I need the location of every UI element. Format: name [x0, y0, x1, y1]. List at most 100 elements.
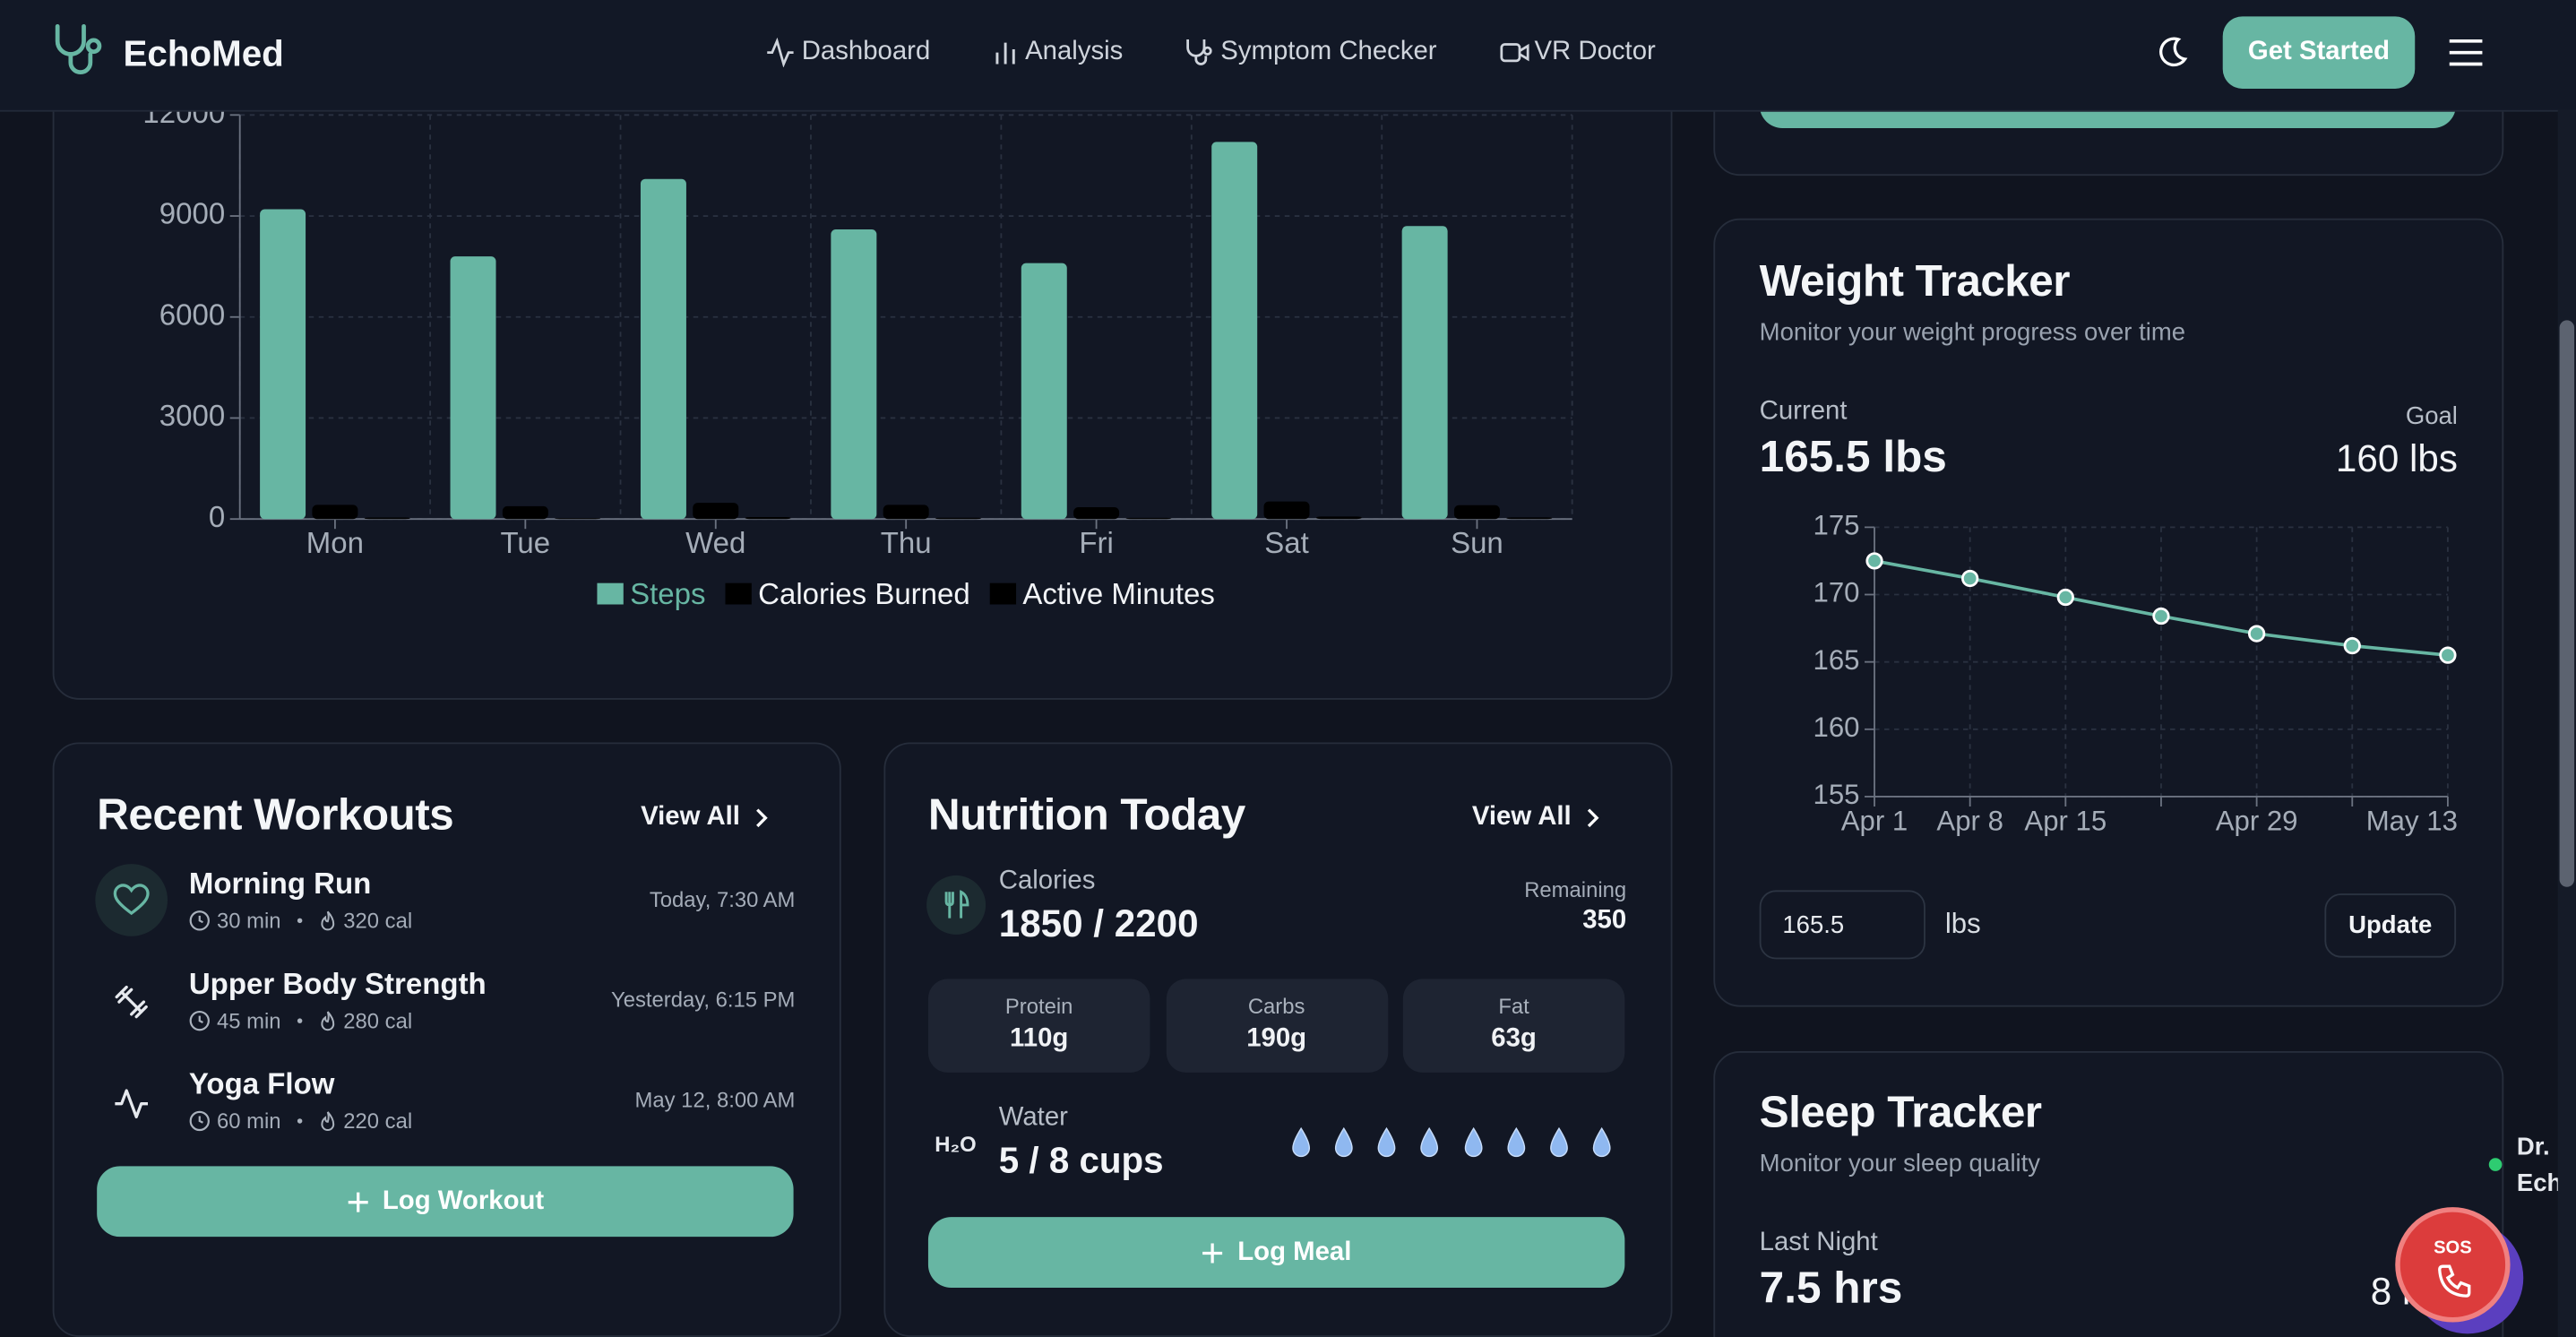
nav-vr-doctor[interactable]: VR Doctor — [1534, 38, 1656, 66]
menu-icon[interactable] — [2448, 36, 2484, 69]
separator-dot — [297, 1118, 303, 1124]
x-tick-label: May 13 — [2366, 806, 2458, 837]
legend-swatch — [597, 582, 624, 605]
assistant-name-2[interactable]: Ech — [2516, 1169, 2558, 1198]
bar — [831, 229, 877, 520]
dumbbell-icon — [115, 985, 148, 1019]
nav-dashboard[interactable]: Dashboard — [801, 38, 931, 66]
bar — [450, 256, 496, 520]
workout-calories: 280 cal — [343, 1008, 413, 1033]
sos-button[interactable]: SOS — [2395, 1207, 2511, 1323]
macro-value: 63g — [1491, 1024, 1537, 1053]
workout-time: May 12, 8:00 AM — [634, 1087, 796, 1112]
workout-name: Upper Body Strength — [188, 967, 487, 1001]
weight-point — [1961, 569, 1979, 588]
x-tick-label: Apr 15 — [2024, 806, 2106, 837]
workout-calories: 320 cal — [343, 908, 413, 934]
weight-input[interactable]: 165.5 — [1759, 890, 1926, 960]
log-meal-text: Log Meal — [1237, 1238, 1352, 1266]
macro-label: Carbs — [1247, 993, 1305, 1019]
update-button[interactable]: Update — [2324, 893, 2457, 958]
last-night-value: 7.5 hrs — [1759, 1263, 1903, 1313]
macro-value: 110g — [1010, 1024, 1069, 1053]
x-tick-label: Thu — [881, 526, 932, 559]
x-tick-label: Wed — [685, 526, 745, 559]
y-tick-label: 0 — [209, 500, 225, 533]
workout-duration: 45 min — [217, 1008, 281, 1033]
workout-meta: 60 min 220 cal — [189, 1108, 413, 1134]
log-workout-button[interactable]: Log Workout — [97, 1166, 794, 1238]
assistant-name-1[interactable]: Dr. — [2516, 1133, 2550, 1161]
macro-label: Protein — [1004, 993, 1073, 1019]
scrollbar-thumb[interactable] — [2559, 320, 2575, 887]
stethoscope-icon — [1186, 39, 1212, 65]
bar — [1453, 505, 1500, 520]
macro-box: Fat 63g — [1402, 979, 1625, 1073]
nav-symptom-checker[interactable]: Symptom Checker — [1220, 38, 1437, 66]
nutrition-view-all[interactable]: View All — [1472, 803, 1601, 832]
bar — [1401, 226, 1448, 520]
bar — [745, 516, 791, 520]
bar — [260, 209, 306, 520]
brand[interactable]: EchoMed — [123, 32, 284, 74]
water-icon: H₂O — [935, 1131, 977, 1157]
clock-icon — [189, 1010, 210, 1031]
x-tick-label: Mon — [306, 526, 364, 559]
bar — [1211, 142, 1258, 520]
y-tick-label: 170 — [1814, 577, 1860, 608]
water-drops — [1292, 1126, 1611, 1158]
bar — [935, 517, 981, 520]
workout-name: Yoga Flow — [188, 1067, 335, 1101]
video-icon — [1500, 43, 1529, 63]
macro-box: Carbs 190g — [1165, 979, 1388, 1073]
bar — [883, 505, 929, 520]
theme-toggle[interactable] — [2154, 34, 2190, 70]
bar — [640, 178, 686, 520]
workouts-view-all[interactable]: View All — [641, 803, 770, 832]
bar — [1263, 501, 1310, 520]
clock-icon — [189, 910, 210, 931]
water-label: Water — [998, 1103, 1068, 1132]
phone-icon — [2438, 1264, 2471, 1298]
remaining-label: Remaining — [1524, 876, 1627, 902]
current-label: Current — [1759, 397, 1848, 426]
y-tick-label: 155 — [1814, 779, 1860, 810]
flame-icon — [321, 910, 335, 931]
x-tick-label: Apr 29 — [2216, 806, 2298, 837]
bar — [502, 505, 548, 520]
bar — [364, 517, 410, 520]
bar — [1125, 517, 1172, 520]
bar — [1315, 516, 1362, 520]
weight-title: Weight Tracker — [1759, 255, 2071, 306]
get-started-button[interactable]: Get Started — [2222, 16, 2416, 89]
weight-unit: lbs — [1944, 908, 1981, 940]
x-tick-label: Fri — [1079, 526, 1113, 559]
chevron-icon — [1588, 808, 1600, 828]
separator-dot — [297, 918, 303, 924]
fork-icon — [944, 890, 969, 919]
y-tick-label: 165 — [1814, 644, 1860, 676]
workout-calories: 220 cal — [343, 1108, 413, 1134]
macro-value: 190g — [1246, 1024, 1307, 1053]
separator-dot — [297, 1018, 303, 1023]
weight-point — [2343, 637, 2361, 655]
clock-icon — [189, 1110, 210, 1132]
flame-icon — [321, 1111, 335, 1132]
workouts-card — [52, 742, 841, 1337]
log-meal-button[interactable]: Log Meal — [927, 1217, 1625, 1288]
dashboard-icon — [767, 38, 794, 68]
bar — [693, 503, 739, 520]
workout-meta: 45 min 280 cal — [189, 1008, 413, 1033]
plus-icon — [348, 1191, 368, 1212]
legend-label: Active Minutes — [1022, 577, 1215, 610]
water-value: 5 / 8 cups — [998, 1140, 1164, 1181]
legend-swatch — [725, 582, 752, 605]
legend-label: Steps — [630, 577, 705, 610]
current-weight: 165.5 lbs — [1759, 432, 1947, 482]
nav-analysis[interactable]: Analysis — [1025, 38, 1124, 66]
legend-label: Calories Burned — [758, 577, 970, 610]
sleep-subtitle: Monitor your sleep quality — [1759, 1150, 2041, 1178]
